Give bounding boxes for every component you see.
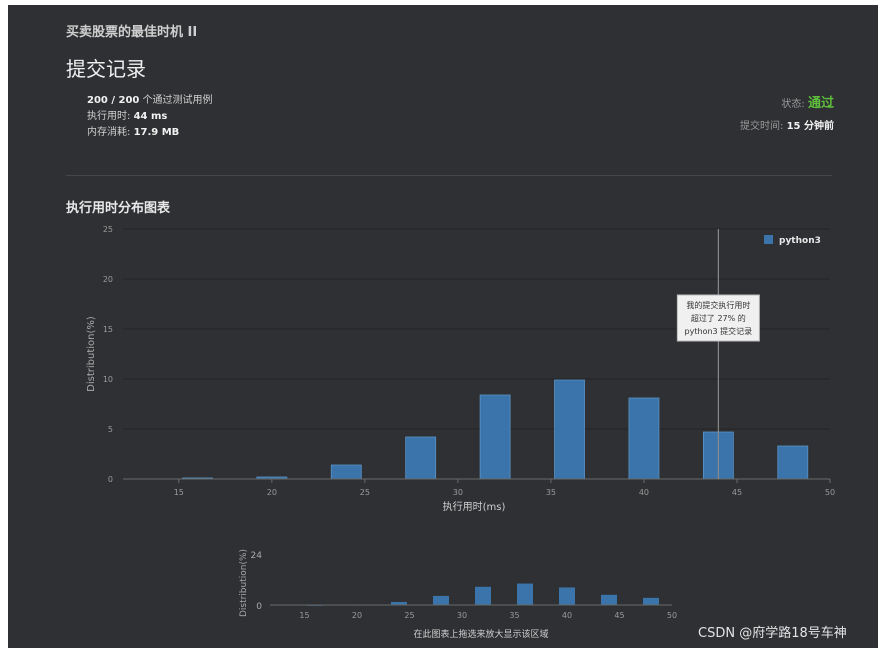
navigator-bar bbox=[475, 586, 491, 605]
y-tick-label: 10 bbox=[103, 375, 113, 384]
navigator-bar bbox=[433, 595, 449, 605]
bar[interactable] bbox=[479, 394, 511, 480]
tests-suffix: 个通过测试用例 bbox=[142, 95, 213, 106]
x-tick-label: 35 bbox=[546, 488, 556, 497]
x-tick-label: 40 bbox=[639, 488, 649, 497]
tooltip-line-3: python3 提交记录 bbox=[685, 326, 753, 336]
y-tick-label: 5 bbox=[108, 425, 113, 434]
submission-stats: 200 / 200 个通过测试用例 执行用时: 44 ms 内存消耗: 17.9… bbox=[87, 93, 213, 141]
bar[interactable] bbox=[554, 379, 585, 480]
runtime-distribution-chart[interactable]: 0 5 10 15 20 25 15 20 25 30 35 40 45 50 我的提交执行用时 超过了… bbox=[8, 5, 878, 525]
status-block: 状态: 通过 提交时间: 15 分钟前 bbox=[740, 93, 834, 138]
legend-label[interactable]: python3 bbox=[779, 236, 821, 246]
bar[interactable] bbox=[405, 436, 437, 480]
y-tick-label: 20 bbox=[103, 275, 113, 284]
x-tick-label: 25 bbox=[360, 488, 370, 497]
runtime-line: 执行用时: 44 ms bbox=[87, 109, 213, 125]
navigator-bar bbox=[601, 594, 617, 605]
navigator-x-tick-label: 20 bbox=[352, 611, 362, 620]
watermark: CSDN @府学路18号车神 bbox=[698, 626, 847, 641]
chart-bars bbox=[182, 379, 809, 480]
navigator-x-tick-label: 15 bbox=[299, 611, 309, 620]
navigator-ytick-bottom: 0 bbox=[256, 602, 262, 612]
navigator-bars bbox=[307, 583, 659, 606]
divider bbox=[66, 175, 832, 176]
navigator-bar bbox=[391, 601, 407, 605]
y-ticks: 0 5 10 15 20 25 bbox=[103, 225, 113, 484]
legend-swatch bbox=[764, 235, 773, 244]
memory-value: 17.9 MB bbox=[133, 127, 180, 138]
navigator-bar bbox=[643, 597, 659, 605]
status-value[interactable]: 通过 bbox=[807, 96, 834, 111]
submission-panel: 买卖股票的最佳时机 II 提交记录 200 / 200 个通过测试用例 执行用时… bbox=[8, 5, 878, 648]
navigator-x-tick-label: 30 bbox=[457, 611, 467, 620]
navigator-hint: 在此图表上拖选来放大显示该区域 bbox=[413, 628, 548, 640]
navigator-x-tick-label: 45 bbox=[614, 611, 624, 620]
y-tick-label: 25 bbox=[103, 225, 113, 234]
x-ticks: 15 20 25 30 35 40 45 50 bbox=[174, 479, 835, 497]
chart-grid bbox=[123, 228, 830, 430]
navigator-y-label: Distribution(%) bbox=[239, 549, 249, 617]
y-tick-label: 0 bbox=[108, 475, 113, 484]
y-axis-label: Distribution(%) bbox=[86, 316, 97, 392]
chart-legend[interactable]: python3 bbox=[764, 235, 821, 246]
chart-title: 执行用时分布图表 bbox=[66, 201, 171, 216]
x-tick-label: 20 bbox=[267, 488, 277, 497]
problem-title[interactable]: 买卖股票的最佳时机 II bbox=[66, 25, 198, 40]
status-line: 状态: 通过 bbox=[740, 93, 834, 116]
memory-label: 内存消耗: bbox=[87, 127, 131, 138]
bar[interactable] bbox=[330, 464, 362, 480]
memory-line: 内存消耗: 17.9 MB bbox=[87, 125, 213, 141]
x-tick-label: 50 bbox=[825, 488, 835, 497]
tests-count: 200 / 200 bbox=[87, 95, 140, 106]
navigator-x-tick-label: 25 bbox=[404, 611, 414, 620]
x-tick-label: 30 bbox=[453, 488, 463, 497]
navigator-chart[interactable]: Distribution(%) 24 0 15 20 25 30 35 40 45 50 在此… bbox=[8, 525, 878, 648]
x-tick-label: 45 bbox=[732, 488, 742, 497]
navigator-x-tick-label: 40 bbox=[562, 611, 572, 620]
navigator-ytick-top: 24 bbox=[251, 551, 263, 561]
tooltip-line-2: 超过了 27% 的 bbox=[691, 313, 746, 323]
x-axis-label: 执行用时(ms) bbox=[443, 500, 506, 513]
tests-line: 200 / 200 个通过测试用例 bbox=[87, 93, 213, 109]
navigator-bar bbox=[559, 587, 575, 605]
section-title: 提交记录 bbox=[66, 57, 146, 81]
navigator-x-tick-label: 50 bbox=[667, 611, 677, 620]
runtime-label: 执行用时: bbox=[87, 111, 131, 122]
y-tick-label: 15 bbox=[103, 325, 113, 334]
submit-time-line: 提交时间: 15 分钟前 bbox=[740, 116, 834, 138]
navigator-x-ticks: 15 20 25 30 35 40 45 50 bbox=[299, 611, 677, 620]
runtime-value: 44 ms bbox=[133, 111, 168, 122]
submit-time-label: 提交时间: bbox=[740, 121, 784, 132]
x-tick-label: 15 bbox=[174, 488, 184, 497]
status-label: 状态: bbox=[781, 99, 805, 110]
marker-tooltip: 我的提交执行用时 超过了 27% 的 python3 提交记录 bbox=[676, 294, 760, 342]
navigator-x-tick-label: 35 bbox=[509, 611, 519, 620]
tooltip-line-1: 我的提交执行用时 bbox=[686, 300, 750, 310]
submit-time-value: 15 分钟前 bbox=[786, 121, 834, 132]
bar[interactable] bbox=[777, 445, 809, 480]
navigator-bar bbox=[517, 583, 533, 605]
bar[interactable] bbox=[628, 397, 660, 480]
